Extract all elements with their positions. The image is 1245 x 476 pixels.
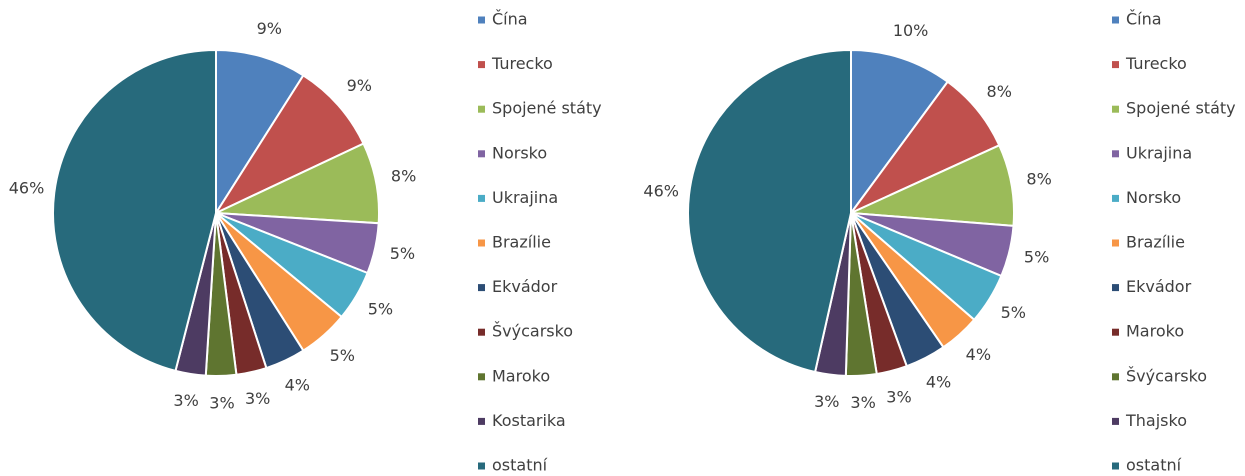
- legend-swatch: [478, 417, 485, 425]
- legend-label: Brazílie: [1126, 233, 1185, 252]
- legend-swatch: [478, 194, 485, 202]
- legend-swatch: [478, 284, 485, 292]
- legend-label: Thajsko: [1125, 411, 1187, 430]
- legend-label: ostatní: [1126, 456, 1182, 475]
- legend-label: Maroko: [1126, 322, 1184, 341]
- legend-label: Ukrajina: [1126, 143, 1192, 162]
- data-label: 5%: [368, 300, 393, 319]
- legend-swatch: [478, 150, 485, 158]
- legend-swatch: [1112, 194, 1119, 202]
- data-label: 3%: [886, 387, 911, 406]
- legend-label: Turecko: [1125, 54, 1187, 73]
- data-label: 9%: [257, 19, 282, 38]
- data-label: 8%: [1026, 169, 1051, 188]
- data-label: 3%: [814, 392, 839, 411]
- legend-swatch: [1112, 150, 1119, 158]
- data-label: 4%: [285, 375, 310, 394]
- pie-slice: [687, 48, 852, 374]
- legend-label: ostatní: [492, 456, 548, 475]
- legend-label: Ekvádor: [492, 277, 558, 296]
- legend-label: Švýcarsko: [492, 322, 573, 341]
- legend-label: Maroko: [492, 366, 550, 385]
- pie-slice: [213, 73, 365, 216]
- legend-swatch: [1112, 16, 1119, 24]
- legend-swatch: [478, 328, 485, 336]
- data-label: 3%: [173, 391, 198, 410]
- data-label: 5%: [330, 346, 355, 365]
- data-label: 8%: [391, 167, 416, 186]
- legend-swatch: [478, 105, 485, 113]
- data-label: 46%: [643, 181, 679, 200]
- legend-label: Spojené státy: [492, 99, 602, 118]
- legend-label: Ekvádor: [1126, 277, 1192, 296]
- data-label: 8%: [987, 82, 1012, 101]
- legend-swatch: [1112, 373, 1119, 381]
- pie-slice: [52, 48, 217, 373]
- pie-slice: [850, 48, 950, 217]
- legend-swatch: [1112, 61, 1119, 69]
- legend-label: Norsko: [1126, 188, 1181, 207]
- legend-swatch: [478, 239, 485, 247]
- legend-label: Čína: [492, 10, 528, 29]
- legend-swatch: [478, 61, 485, 69]
- legend-swatch: [1112, 105, 1119, 113]
- data-label: 3%: [209, 393, 234, 412]
- data-label: 46%: [9, 179, 45, 198]
- pie-slice: [215, 48, 305, 217]
- data-label: 5%: [1024, 248, 1049, 267]
- legend-swatch: [478, 16, 485, 24]
- legend-swatch: [1112, 239, 1119, 247]
- data-label: 4%: [926, 372, 951, 391]
- data-label: 10%: [893, 21, 929, 40]
- legend-swatch: [1112, 462, 1119, 470]
- data-label: 5%: [390, 244, 415, 263]
- data-label: 4%: [966, 345, 991, 364]
- data-label: 5%: [1001, 303, 1026, 322]
- data-label: 3%: [245, 389, 270, 408]
- legend-label: Norsko: [492, 143, 547, 162]
- legend-swatch: [478, 373, 485, 381]
- data-label: 9%: [347, 76, 372, 95]
- legend-label: Švýcarsko: [1126, 366, 1207, 385]
- legend-label: Kostarika: [492, 411, 566, 430]
- legend-label: Brazílie: [492, 233, 551, 252]
- legend-label: Turecko: [491, 54, 553, 73]
- legend-swatch: [1112, 284, 1119, 292]
- legend-label: Ukrajina: [492, 188, 558, 207]
- data-label: 3%: [850, 393, 875, 412]
- legend-label: Čína: [1126, 10, 1162, 29]
- legend-swatch: [1112, 328, 1119, 336]
- legend-label: Spojené státy: [1126, 99, 1236, 118]
- legend-swatch: [478, 462, 485, 470]
- legend-swatch: [1112, 417, 1119, 425]
